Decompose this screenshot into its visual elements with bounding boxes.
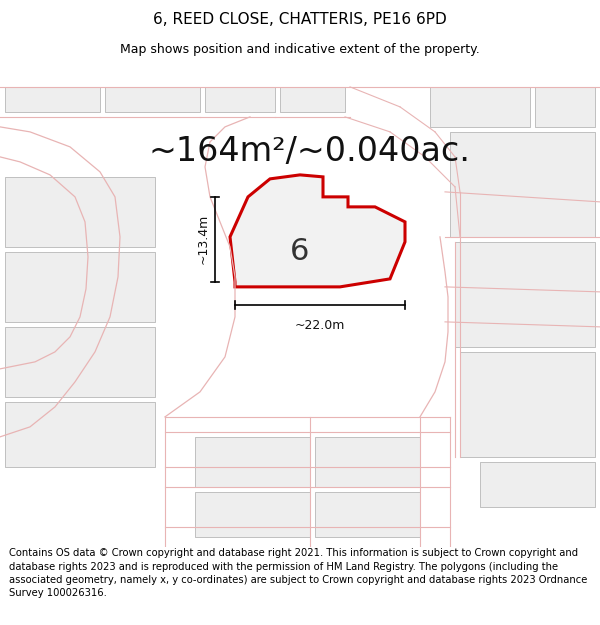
Polygon shape — [230, 175, 405, 287]
Text: 6, REED CLOSE, CHATTERIS, PE16 6PD: 6, REED CLOSE, CHATTERIS, PE16 6PD — [153, 12, 447, 27]
Polygon shape — [195, 437, 310, 487]
Polygon shape — [480, 462, 595, 507]
Polygon shape — [205, 87, 275, 112]
Polygon shape — [105, 87, 200, 112]
Polygon shape — [5, 252, 155, 322]
Text: 6: 6 — [290, 238, 310, 266]
Polygon shape — [460, 352, 595, 457]
Polygon shape — [5, 87, 100, 112]
Text: ~164m²/~0.040ac.: ~164m²/~0.040ac. — [149, 136, 471, 168]
Polygon shape — [280, 87, 345, 112]
Polygon shape — [430, 87, 530, 127]
Text: Contains OS data © Crown copyright and database right 2021. This information is : Contains OS data © Crown copyright and d… — [9, 549, 587, 598]
Polygon shape — [195, 492, 310, 537]
Text: Map shows position and indicative extent of the property.: Map shows position and indicative extent… — [120, 44, 480, 56]
Polygon shape — [5, 402, 155, 467]
Polygon shape — [5, 177, 155, 247]
Text: ~22.0m: ~22.0m — [295, 319, 345, 332]
Polygon shape — [315, 437, 420, 487]
Polygon shape — [455, 242, 595, 347]
Polygon shape — [450, 132, 595, 237]
Polygon shape — [5, 327, 155, 397]
Polygon shape — [315, 492, 420, 537]
Text: ~13.4m: ~13.4m — [197, 214, 209, 264]
Polygon shape — [535, 87, 595, 127]
